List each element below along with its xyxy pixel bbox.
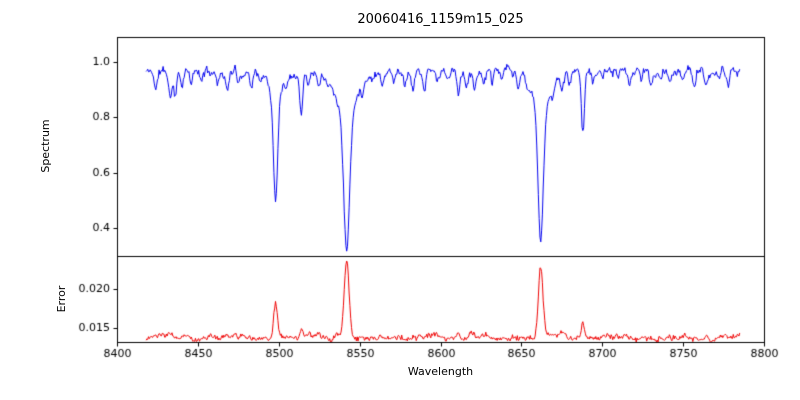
chart-title: 20060416_1159m15_025 xyxy=(357,12,524,27)
y-axis-label-error: Error xyxy=(55,285,68,313)
x-axis-label: Wavelength xyxy=(407,365,474,378)
y-axis-label-spectrum: Spectrum xyxy=(39,119,52,173)
